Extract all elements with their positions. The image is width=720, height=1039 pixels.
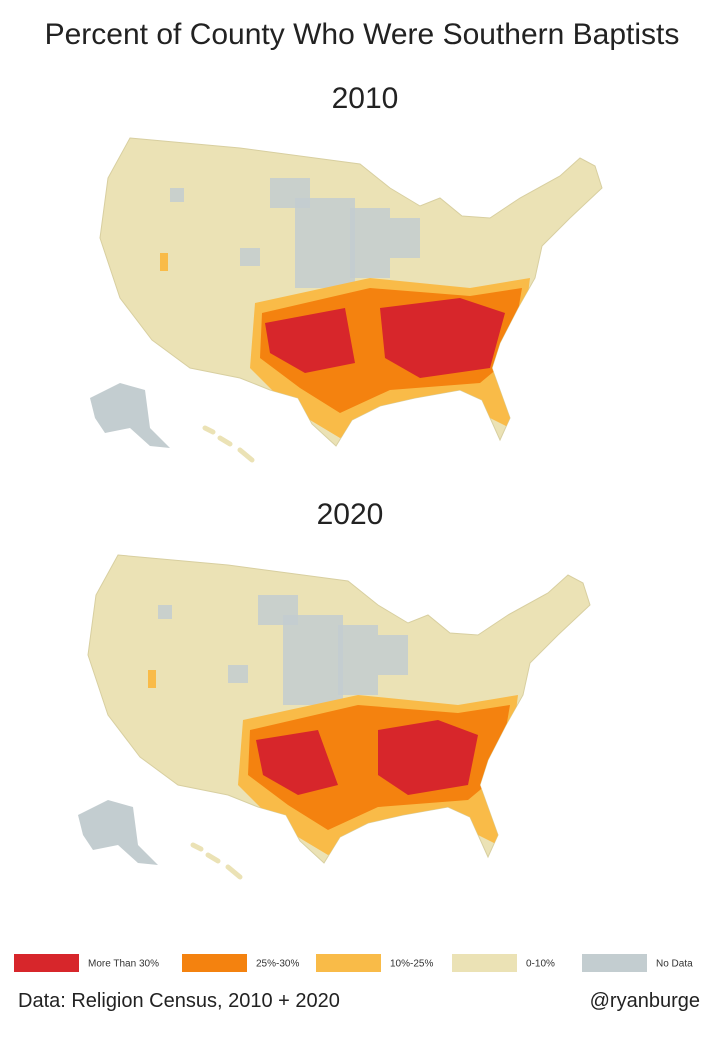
legend-label: 0-10% [526,959,555,970]
no-data-region [378,635,408,675]
no-data-region [170,188,184,202]
title: Percent of County Who Were Southern Bapt… [45,18,680,51]
no-data-region [158,605,172,619]
region-10-25 [148,670,156,688]
alaska [78,800,158,865]
no-data-region [228,665,248,683]
legend-label: More Than 30% [88,959,159,970]
legend-swatch [452,954,517,972]
no-data-region [350,208,390,278]
no-data-region [295,198,355,288]
alaska [90,383,170,448]
no-data-region [283,615,343,705]
hawaii [190,842,243,880]
region-30 [256,720,478,795]
county-layer [160,178,530,438]
map-year: 2010 [332,82,399,115]
legend: More Than 30% 25%-30% 10%-25% 0-10% No Data [14,954,693,972]
hawaii [202,425,255,463]
map [78,554,591,880]
legend-swatch [582,954,647,972]
region-30 [265,298,505,378]
map-year: 2020 [317,498,384,531]
no-data-region [240,248,260,266]
legend-label: 10%-25% [390,959,433,970]
map [90,137,603,463]
no-data-region [338,625,378,695]
legend-swatch [182,954,247,972]
legend-label: 25%-30% [256,959,299,970]
source: Data: Religion Census, 2010 + 2020 [18,990,340,1012]
legend-label: No Data [656,959,693,970]
credit: @ryanburge [590,990,700,1012]
no-data-region [390,218,420,258]
no-data-region [270,178,310,208]
no-data-region [258,595,298,625]
region-10-25 [160,253,168,271]
legend-swatch [14,954,79,972]
legend-swatch [316,954,381,972]
